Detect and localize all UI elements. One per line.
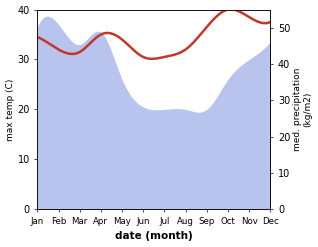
Y-axis label: med. precipitation
(kg/m2): med. precipitation (kg/m2): [293, 68, 313, 151]
X-axis label: date (month): date (month): [115, 231, 193, 242]
Y-axis label: max temp (C): max temp (C): [5, 78, 15, 141]
